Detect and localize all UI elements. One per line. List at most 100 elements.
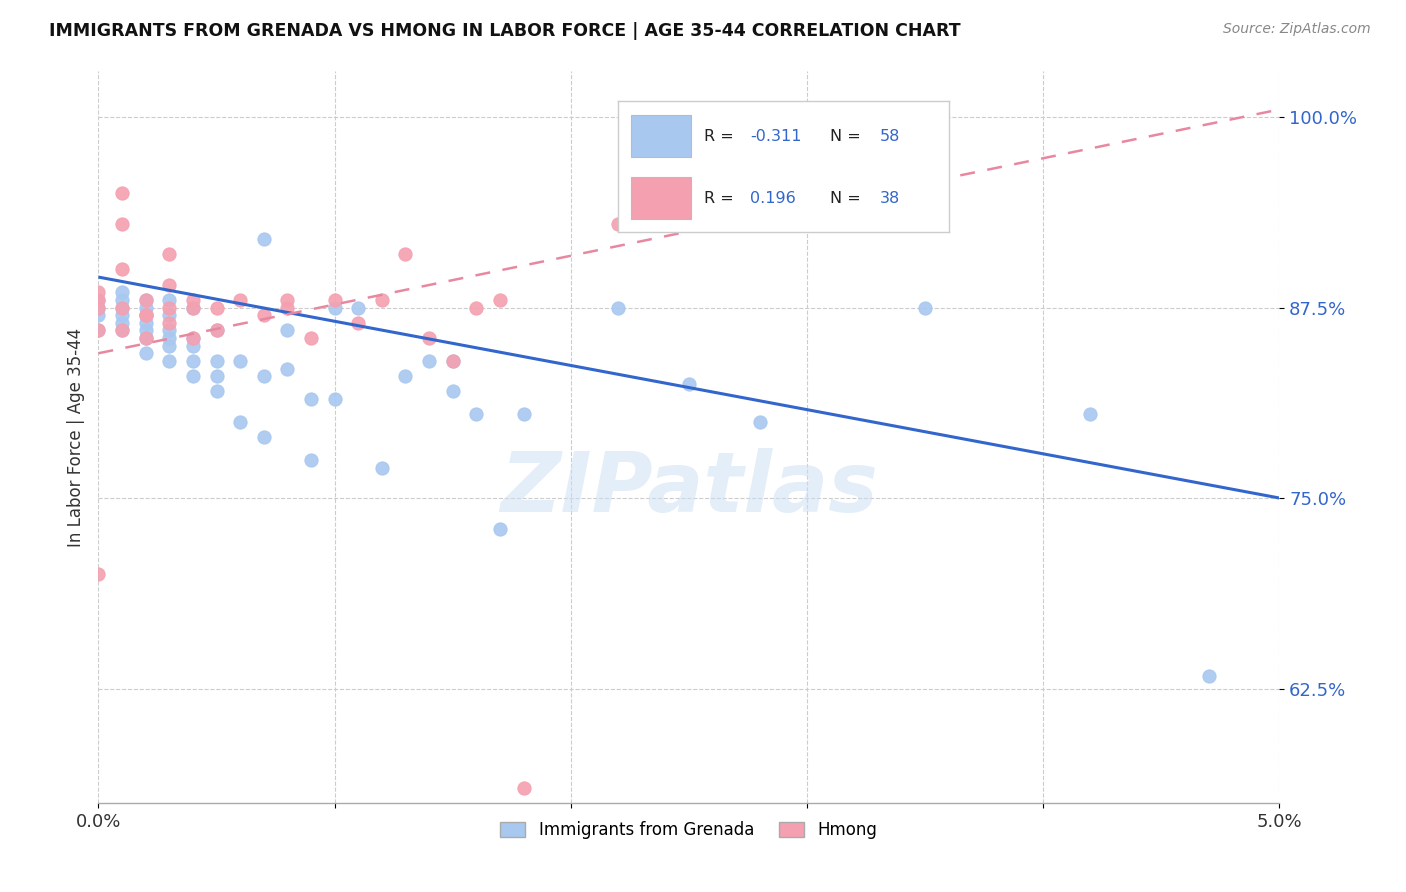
Point <box>87 323 110 337</box>
Point <box>299 331 322 345</box>
Point <box>135 308 157 322</box>
Point <box>181 369 204 384</box>
Point <box>229 354 252 368</box>
Point <box>205 369 228 384</box>
Point <box>181 293 204 307</box>
Point <box>135 331 157 345</box>
Point <box>87 301 110 315</box>
Point <box>135 308 157 322</box>
Point <box>229 293 252 307</box>
Point <box>205 323 228 337</box>
Point <box>135 316 157 330</box>
Point <box>418 331 440 345</box>
Point <box>1198 669 1220 683</box>
Point <box>87 308 110 322</box>
Point <box>181 331 204 345</box>
Point <box>276 301 298 315</box>
Point <box>157 277 180 292</box>
Point <box>441 354 464 368</box>
Point <box>111 301 134 315</box>
Point <box>276 293 298 307</box>
Point <box>276 323 298 337</box>
Point <box>347 301 370 315</box>
Point <box>111 293 134 307</box>
Point <box>229 415 252 429</box>
Point <box>157 323 180 337</box>
Point <box>371 460 394 475</box>
Text: IMMIGRANTS FROM GRENADA VS HMONG IN LABOR FORCE | AGE 35-44 CORRELATION CHART: IMMIGRANTS FROM GRENADA VS HMONG IN LABO… <box>49 22 960 40</box>
Point <box>465 407 488 421</box>
Point <box>299 392 322 406</box>
Point <box>135 331 157 345</box>
Point <box>87 293 110 307</box>
Point <box>323 301 346 315</box>
Legend: Immigrants from Grenada, Hmong: Immigrants from Grenada, Hmong <box>494 814 884 846</box>
Point <box>512 407 534 421</box>
Point <box>157 331 180 345</box>
Point <box>111 301 134 315</box>
Point <box>111 323 134 337</box>
Y-axis label: In Labor Force | Age 35-44: In Labor Force | Age 35-44 <box>66 327 84 547</box>
Point <box>111 262 134 277</box>
Point <box>157 293 180 307</box>
Point <box>181 354 204 368</box>
Point <box>157 301 180 315</box>
Point <box>418 354 440 368</box>
Text: ZIPatlas: ZIPatlas <box>501 448 877 529</box>
Point <box>135 346 157 360</box>
Point <box>323 293 346 307</box>
Point <box>157 316 180 330</box>
Point <box>87 285 110 300</box>
Point <box>441 354 464 368</box>
Point <box>87 323 110 337</box>
Point <box>678 376 700 391</box>
Point <box>748 415 770 429</box>
Point <box>607 301 630 315</box>
Point <box>87 567 110 582</box>
Point <box>253 430 276 444</box>
Point <box>205 323 228 337</box>
Point <box>347 316 370 330</box>
Point <box>512 780 534 795</box>
Point <box>135 301 157 315</box>
Point <box>181 331 204 345</box>
Point <box>394 247 416 261</box>
Text: Source: ZipAtlas.com: Source: ZipAtlas.com <box>1223 22 1371 37</box>
Point <box>111 186 134 201</box>
Point <box>394 369 416 384</box>
Point <box>253 308 276 322</box>
Point <box>489 293 512 307</box>
Point <box>111 308 134 322</box>
Point <box>111 217 134 231</box>
Point <box>205 301 228 315</box>
Point <box>157 247 180 261</box>
Point <box>205 384 228 399</box>
Point <box>135 293 157 307</box>
Point <box>87 293 110 307</box>
Point <box>323 392 346 406</box>
Point <box>157 354 180 368</box>
Point <box>111 323 134 337</box>
Point <box>135 293 157 307</box>
Point <box>111 316 134 330</box>
Point <box>441 384 464 399</box>
Point <box>205 354 228 368</box>
Point <box>181 301 204 315</box>
Point <box>135 308 157 322</box>
Point <box>157 308 180 322</box>
Point <box>253 369 276 384</box>
Point <box>157 339 180 353</box>
Point <box>465 301 488 315</box>
Point <box>489 522 512 536</box>
Point <box>253 232 276 246</box>
Point <box>1080 407 1102 421</box>
Point <box>181 301 204 315</box>
Point <box>135 323 157 337</box>
Point <box>607 217 630 231</box>
Point <box>371 293 394 307</box>
Point <box>181 339 204 353</box>
Point <box>299 453 322 467</box>
Point <box>87 301 110 315</box>
Point <box>111 285 134 300</box>
Point <box>276 361 298 376</box>
